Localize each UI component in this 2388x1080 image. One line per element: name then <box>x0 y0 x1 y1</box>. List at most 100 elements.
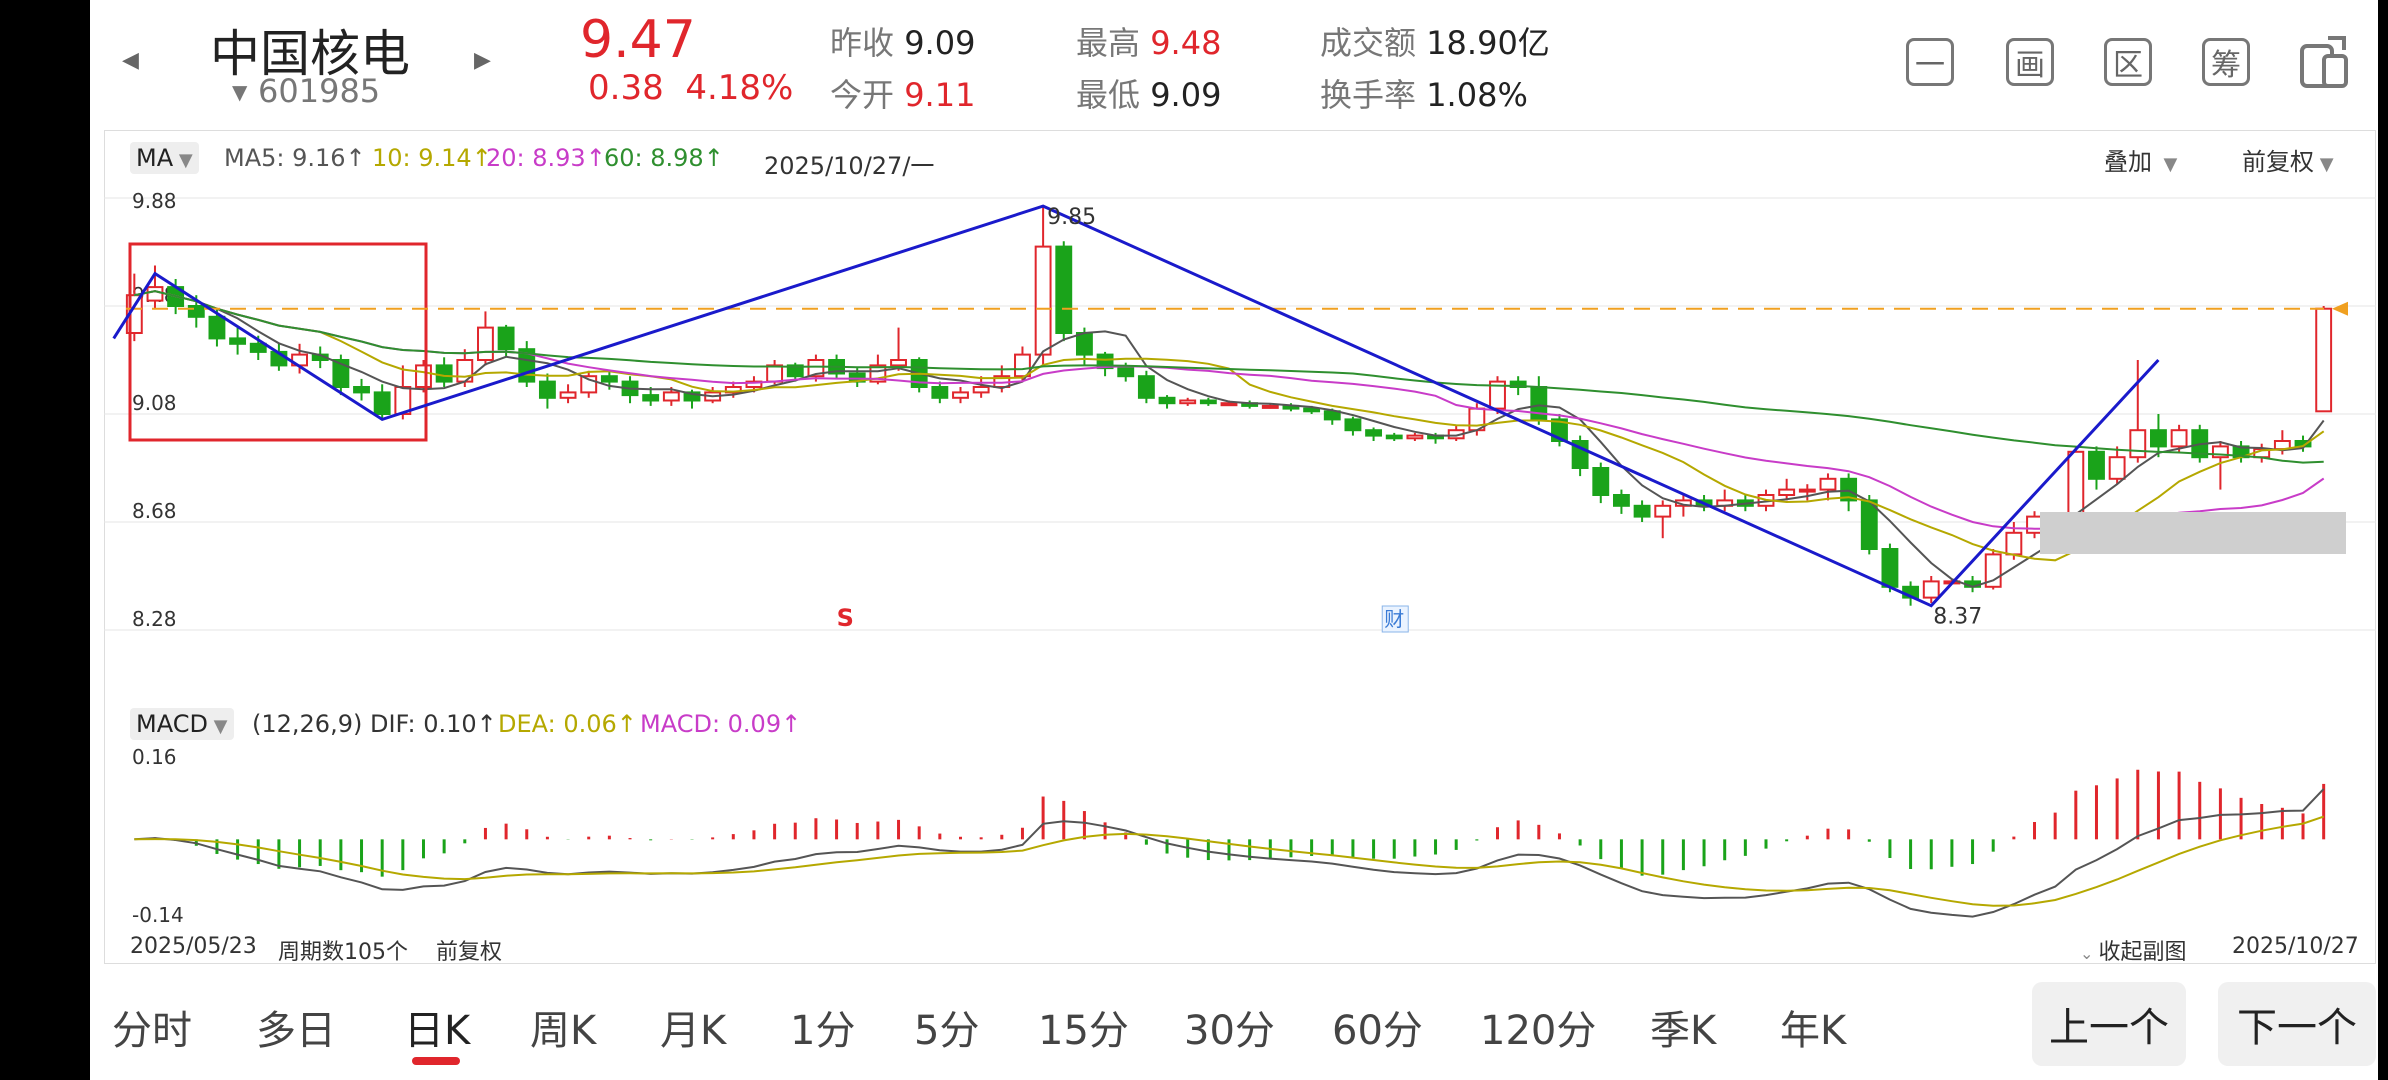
tab-11[interactable]: 季K <box>1650 1008 1717 1054</box>
tab-1[interactable]: 多日 <box>256 1008 336 1054</box>
prev-button[interactable]: 上一个 <box>2032 982 2186 1066</box>
candle-body <box>807 359 825 378</box>
macd-axis-bottom: -0.14 <box>132 903 184 927</box>
footer-adjust: 前复权 <box>436 940 503 965</box>
dif-value: DIF: 0.10↑ <box>370 710 497 738</box>
tab-10[interactable]: 120分 <box>1480 1008 1597 1054</box>
next-stock-arrow-icon[interactable]: ▶ <box>474 48 491 73</box>
range-label: 区 <box>2113 48 2143 83</box>
candle-body <box>1612 494 1630 507</box>
range-icon[interactable]: 区 <box>2104 38 2152 86</box>
stock-name[interactable]: 中国核电 <box>210 25 410 83</box>
ma10-line <box>134 290 2325 562</box>
candle-body <box>2211 445 2229 459</box>
prev-stock-arrow-icon[interactable]: ◀ <box>122 48 139 73</box>
next-button[interactable]: 下一个 <box>2218 982 2376 1066</box>
overlay-dropdown[interactable]: 叠加 ▼ <box>2104 142 2177 177</box>
stock-code[interactable]: 601985 <box>258 72 381 110</box>
sell-signal-marker[interactable]: S <box>837 604 854 632</box>
adjust-dropdown[interactable]: 前复权 ▼ <box>2242 142 2334 177</box>
macd-params: (12,26,9) <box>252 710 363 738</box>
kline-chart-panel[interactable] <box>104 130 2376 964</box>
candle-body <box>229 337 247 345</box>
candle-body <box>1014 353 1031 378</box>
minus-box-icon[interactable]: 一 <box>1906 38 1954 86</box>
high-value: 9.48 <box>1150 24 1222 62</box>
collapse-label: 收起副图 <box>2098 940 2187 965</box>
candle-body <box>1075 332 1093 356</box>
candle-body <box>2315 307 2333 413</box>
turnover-value: 18.90亿 <box>1426 24 1550 62</box>
tab-5[interactable]: 1分 <box>790 1008 856 1054</box>
selection-box[interactable] <box>128 242 428 442</box>
candle-body <box>972 386 990 394</box>
candle-body <box>1034 245 1052 356</box>
ma10-value: 10: 9.14↑ <box>372 144 492 172</box>
finance-event-marker[interactable] <box>1381 605 1409 633</box>
tab-7[interactable]: 15分 <box>1038 1008 1129 1054</box>
candle-body <box>1323 410 1341 421</box>
open-label: 今开 <box>830 76 895 114</box>
candle-body <box>477 326 494 362</box>
price-axis-tick: 8.28 <box>132 607 177 631</box>
ma5-line <box>134 290 2325 588</box>
quote-open: 今开 9.11 <box>830 70 975 116</box>
tab-0[interactable]: 分时 <box>112 1008 192 1054</box>
candle-body <box>2129 429 2147 459</box>
candle-body <box>1220 402 1238 407</box>
candle-body <box>2005 531 2023 556</box>
candle-body <box>1922 580 1940 599</box>
device-switch-icon[interactable] <box>2294 32 2354 92</box>
tab-3[interactable]: 周K <box>530 1008 597 1054</box>
tab-4[interactable]: 月K <box>660 1008 727 1054</box>
macd-value: MACD: 0.09↑ <box>640 710 802 738</box>
drawing-overlays: 9.85 8.37 S 财 <box>112 204 2348 633</box>
candle-body <box>2108 456 2126 480</box>
draw-icon[interactable]: 画 <box>2006 38 2054 86</box>
candle-body <box>1406 434 1424 440</box>
prev-close-value: 9.09 <box>904 24 976 62</box>
turnover-rate-label: 换手率 <box>1320 76 1417 114</box>
zigzag-trendline[interactable] <box>112 204 2160 608</box>
change-percent: 4.18% <box>685 68 794 108</box>
draw-label: 画 <box>2015 48 2045 83</box>
tab-12[interactable]: 年K <box>1780 1008 1847 1054</box>
candle-body <box>1881 548 1899 588</box>
candle-body <box>497 326 515 351</box>
candle-body <box>745 380 763 389</box>
candle-body <box>1489 380 1506 410</box>
candle-body <box>1261 404 1279 409</box>
candle-body <box>353 386 370 394</box>
screen-edge-right <box>2378 0 2388 1080</box>
candle-body <box>1798 488 1816 493</box>
candle-body <box>600 375 618 383</box>
macd-lines <box>134 788 2325 918</box>
dea-value: DEA: 0.06↑ <box>498 710 637 738</box>
overlay-label: 叠加 <box>2104 148 2152 176</box>
candle-body <box>559 391 577 399</box>
chip-icon[interactable]: 筹 <box>2202 38 2250 86</box>
ma-selector[interactable]: MA ▼ <box>130 142 199 174</box>
macd-axis-labels: 0.16 -0.14 <box>132 745 184 927</box>
candle-body <box>1303 407 1321 413</box>
period-count: 周期数105个 <box>278 940 408 965</box>
candle-body <box>1179 399 1197 405</box>
macd-chart-svg: 0.16 -0.14 <box>132 745 2326 927</box>
caret-down-icon: ▼ <box>2152 154 2178 175</box>
macd-selector[interactable]: MACD ▼ <box>130 708 234 740</box>
ma60-line <box>134 290 2324 464</box>
tab-9[interactable]: 60分 <box>1332 1008 1423 1054</box>
tab-2[interactable]: 日K <box>404 1008 471 1054</box>
candle-body <box>1117 367 1135 378</box>
prev-close-label: 昨收 <box>830 24 895 62</box>
macd-histogram <box>153 769 2326 877</box>
tab-6[interactable]: 5分 <box>914 1008 980 1054</box>
caret-down-icon[interactable]: ▼ <box>232 80 248 104</box>
price-grid <box>104 197 2376 631</box>
price-pointer-icon <box>2332 301 2348 316</box>
collapse-subchart-button[interactable]: ⌄ 收起副图 <box>2080 934 2187 966</box>
candle-body <box>1055 245 1073 334</box>
candle-body <box>931 386 949 399</box>
tab-8[interactable]: 30分 <box>1184 1008 1275 1054</box>
